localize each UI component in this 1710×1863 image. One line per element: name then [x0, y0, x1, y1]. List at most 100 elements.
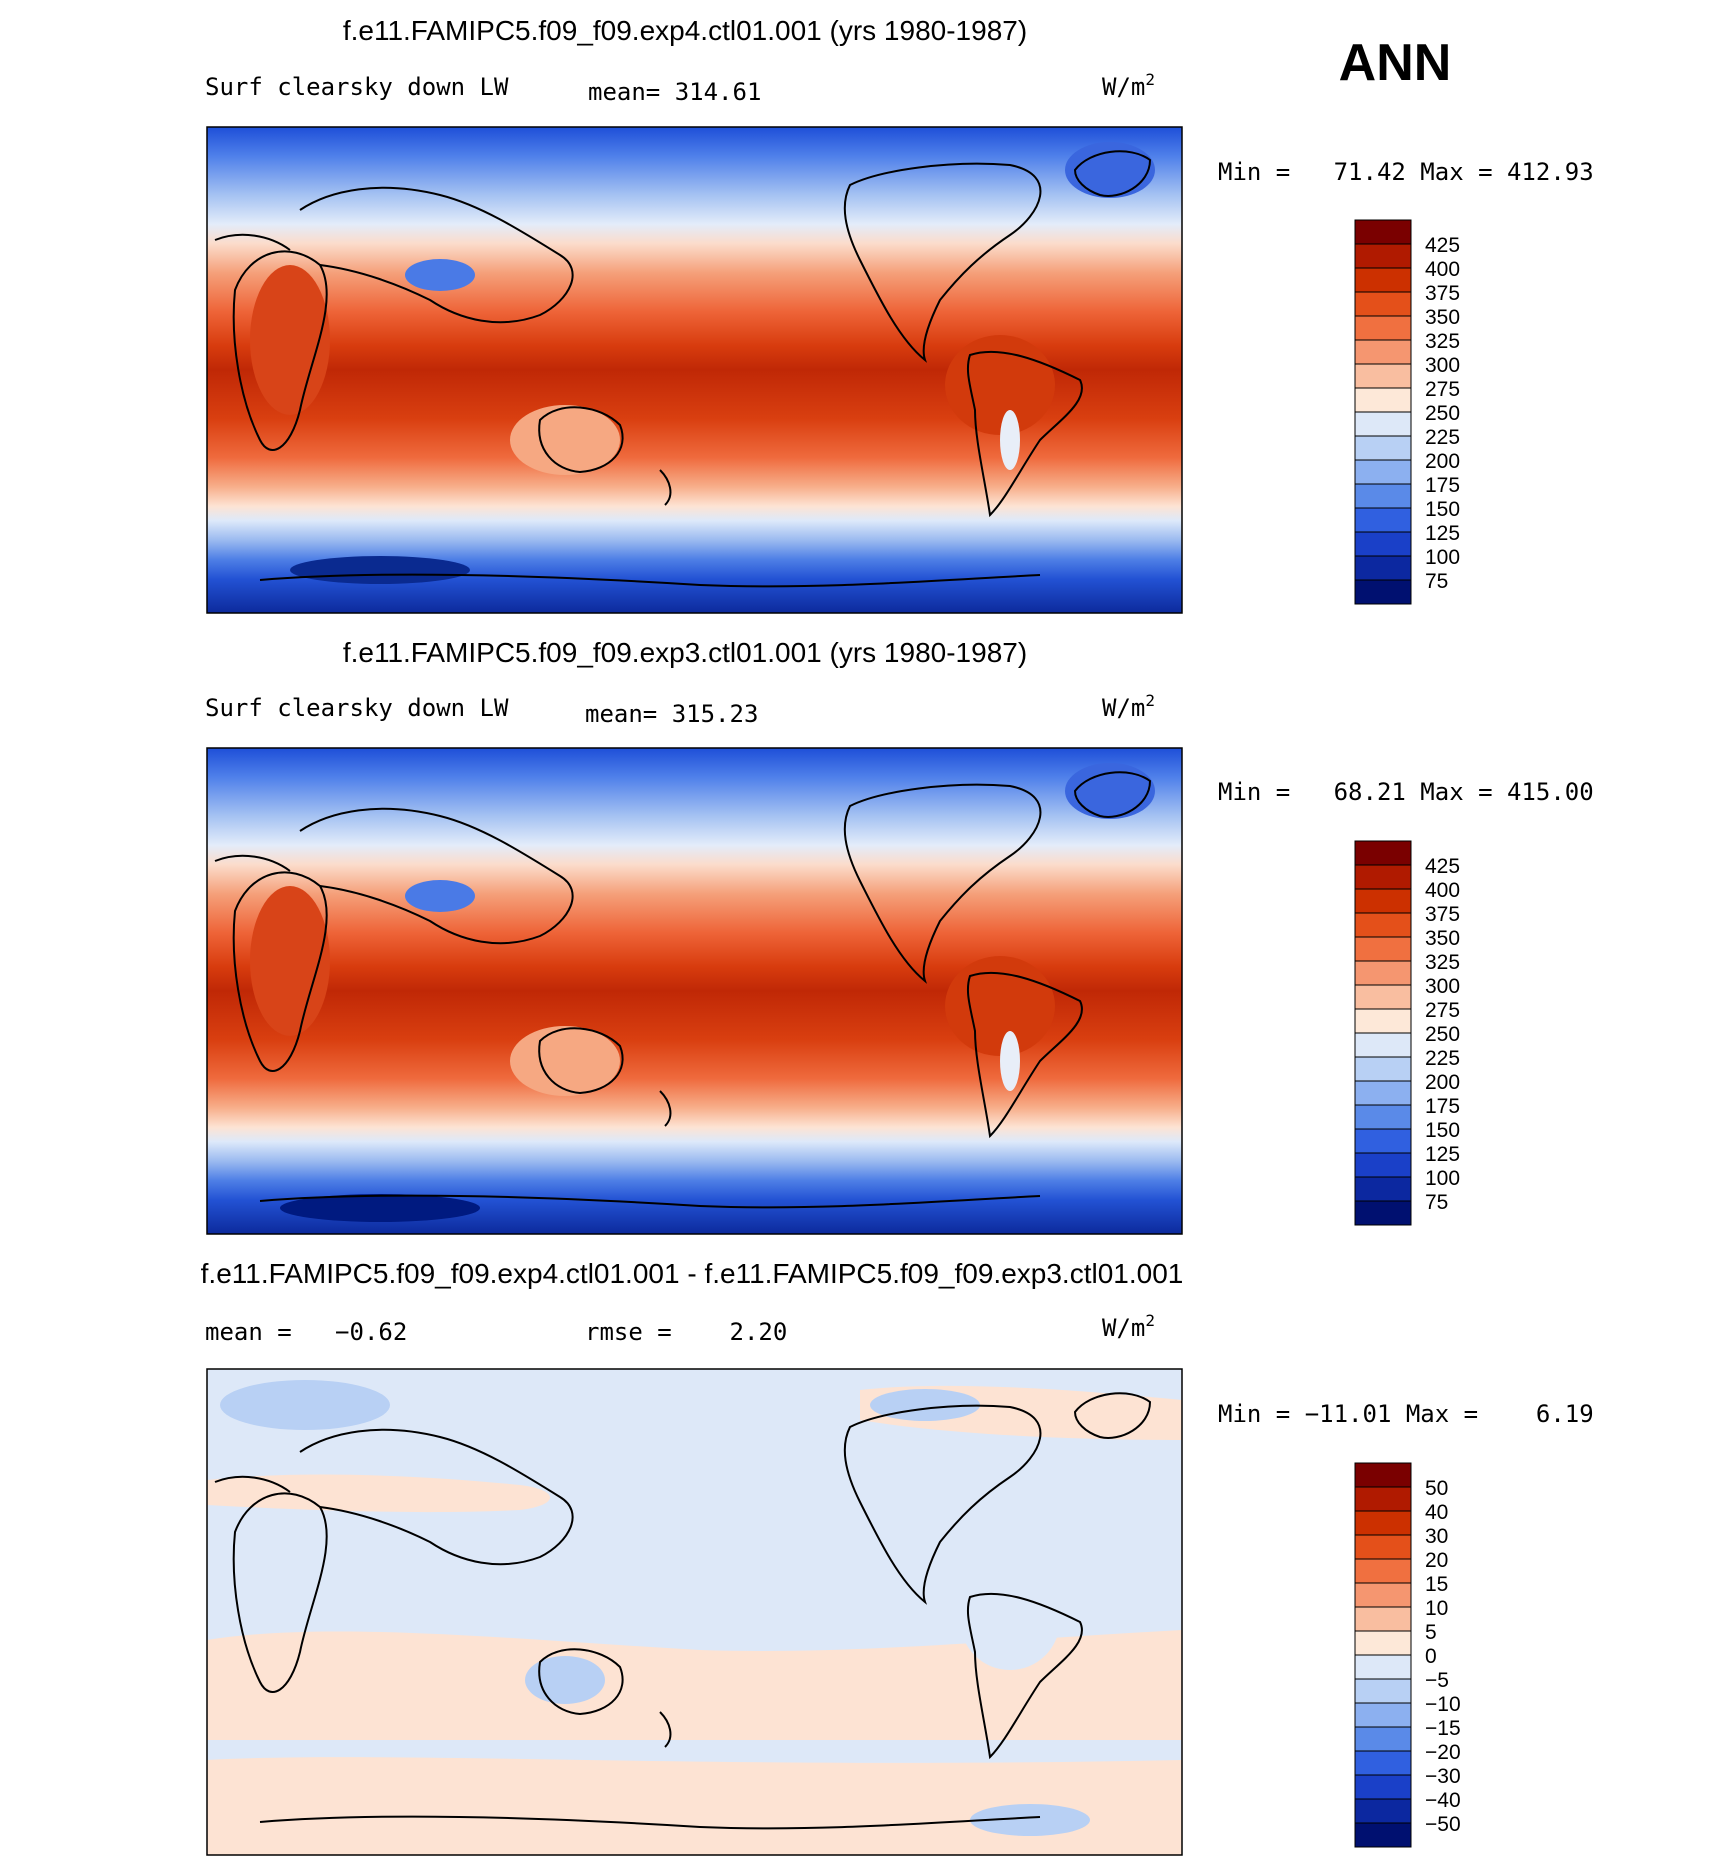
colorbar-tick-label: 75	[1425, 570, 1448, 593]
colorbar-tick-label: 375	[1425, 903, 1460, 926]
colorbar-tick-label: −50	[1425, 1813, 1461, 1836]
panel-1-colorbar: 4254003753503253002752502252001751501251…	[1354, 219, 1460, 605]
colorbar-swatch	[1354, 1462, 1412, 1488]
colorbar-tick-label: −40	[1425, 1789, 1461, 1812]
panel-1-map	[206, 126, 1183, 614]
panel-2-minmax: Min = 68.21 Max = 415.00	[1218, 778, 1594, 806]
season-label: ANN	[1339, 34, 1452, 92]
colorbar-swatch	[1354, 1104, 1412, 1130]
colorbar-tick-label: 125	[1425, 1143, 1460, 1166]
panel-3-minmax: Min = −11.01 Max = 6.19	[1218, 1400, 1594, 1428]
colorbar-tick-label: 175	[1425, 1095, 1460, 1118]
colorbar-swatch	[1354, 435, 1412, 461]
colorbar-tick-label: 125	[1425, 522, 1460, 545]
panel-2-land-features	[250, 763, 1155, 1222]
colorbar-tick-label: −30	[1425, 1765, 1461, 1788]
panel-1-coastlines	[214, 150, 1152, 588]
panel-1-land-features	[250, 142, 1155, 584]
colorbar-tick-label: 150	[1425, 1119, 1460, 1142]
colorbar-swatch	[1354, 1702, 1412, 1728]
colorbar-swatch	[1354, 1128, 1412, 1154]
colorbar-swatch	[1354, 267, 1412, 293]
colorbar-tick-label: 40	[1425, 1501, 1448, 1524]
colorbar-swatch	[1354, 1534, 1412, 1560]
panel-3-frame	[206, 1368, 1183, 1856]
colorbar-tick-label: −10	[1425, 1693, 1461, 1716]
colorbar-tick-label: −5	[1425, 1669, 1449, 1692]
colorbar-swatch	[1354, 315, 1412, 341]
colorbar-swatch	[1354, 1630, 1412, 1656]
panel-2-map	[206, 747, 1183, 1235]
colorbar-swatch	[1354, 1032, 1412, 1058]
colorbar-tick-label: 225	[1425, 426, 1460, 449]
colorbar-tick-label: 50	[1425, 1477, 1448, 1500]
colorbar-tick-label: 5	[1425, 1621, 1437, 1644]
colorbar-swatch	[1354, 984, 1412, 1010]
panel-3-rmse: rmse = 2.20	[585, 1318, 787, 1346]
colorbar-tick-label: 20	[1425, 1549, 1448, 1572]
panel-1-mean: mean= 314.61	[588, 78, 761, 106]
colorbar-tick-label: 30	[1425, 1525, 1448, 1548]
colorbar-tick-label: 350	[1425, 927, 1460, 950]
colorbar-swatch	[1354, 1798, 1412, 1824]
panel-1-title: f.e11.FAMIPC5.f09_f09.exp4.ctl01.001 (yr…	[343, 15, 1027, 46]
colorbar-swatch	[1354, 1822, 1412, 1848]
colorbar-tick-label: 300	[1425, 354, 1460, 377]
colorbar-swatch	[1354, 483, 1412, 509]
colorbar-swatch	[1354, 1056, 1412, 1082]
colorbar-swatch	[1354, 507, 1412, 533]
colorbar-tick-label: −15	[1425, 1717, 1461, 1740]
colorbar-tick-label: −20	[1425, 1741, 1461, 1764]
panel-1-minmax: Min = 71.42 Max = 412.93	[1218, 158, 1594, 186]
colorbar-tick-label: 325	[1425, 330, 1460, 353]
colorbar-tick-label: 100	[1425, 546, 1460, 569]
colorbar-tick-label: 150	[1425, 498, 1460, 521]
panel-1-units: W/m2	[1102, 70, 1155, 101]
panel-2-title: f.e11.FAMIPC5.f09_f09.exp3.ctl01.001 (yr…	[343, 637, 1027, 668]
colorbar-swatch	[1354, 243, 1412, 269]
colorbar-tick-label: 400	[1425, 879, 1460, 902]
colorbar-swatch	[1354, 1654, 1412, 1680]
colorbar-tick-label: 100	[1425, 1167, 1460, 1190]
colorbar-swatch	[1354, 1200, 1412, 1226]
colorbar-swatch	[1354, 459, 1412, 485]
colorbar-tick-label: 400	[1425, 258, 1460, 281]
colorbar-tick-label: 275	[1425, 378, 1460, 401]
colorbar-swatch	[1354, 1080, 1412, 1106]
colorbar-swatch	[1354, 864, 1412, 890]
panel-1-frame	[206, 126, 1183, 614]
colorbar-swatch	[1354, 219, 1412, 245]
colorbar-swatch	[1354, 912, 1412, 938]
colorbar-tick-label: 300	[1425, 975, 1460, 998]
colorbar-tick-label: 425	[1425, 234, 1460, 257]
colorbar-swatch	[1354, 555, 1412, 581]
colorbar-tick-label: 275	[1425, 999, 1460, 1022]
panel-3-units: W/m2	[1102, 1311, 1155, 1342]
colorbar-tick-label: 250	[1425, 402, 1460, 425]
colorbar-swatch	[1354, 1152, 1412, 1178]
panel-3-title: f.e11.FAMIPC5.f09_f09.exp4.ctl01.001 - f…	[201, 1258, 1184, 1289]
colorbar-swatch	[1354, 387, 1412, 413]
colorbar-swatch	[1354, 960, 1412, 986]
panel-2-frame	[206, 747, 1183, 1235]
colorbar-swatch	[1354, 411, 1412, 437]
colorbar-tick-label: 350	[1425, 306, 1460, 329]
colorbar-tick-label: 200	[1425, 1071, 1460, 1094]
colorbar-swatch	[1354, 1774, 1412, 1800]
colorbar-tick-label: 250	[1425, 1023, 1460, 1046]
panel-2-units: W/m2	[1102, 691, 1155, 722]
colorbar-swatch	[1354, 1606, 1412, 1632]
colorbar-swatch	[1354, 1486, 1412, 1512]
panel-3-map	[206, 1368, 1183, 1856]
colorbar-tick-label: 75	[1425, 1191, 1448, 1214]
colorbar-tick-label: 10	[1425, 1597, 1448, 1620]
colorbar-swatch	[1354, 1678, 1412, 1704]
colorbar-swatch	[1354, 339, 1412, 365]
colorbar-swatch	[1354, 1176, 1412, 1202]
colorbar-swatch	[1354, 840, 1412, 866]
colorbar-swatch	[1354, 1726, 1412, 1752]
colorbar-tick-label: 15	[1425, 1573, 1448, 1596]
